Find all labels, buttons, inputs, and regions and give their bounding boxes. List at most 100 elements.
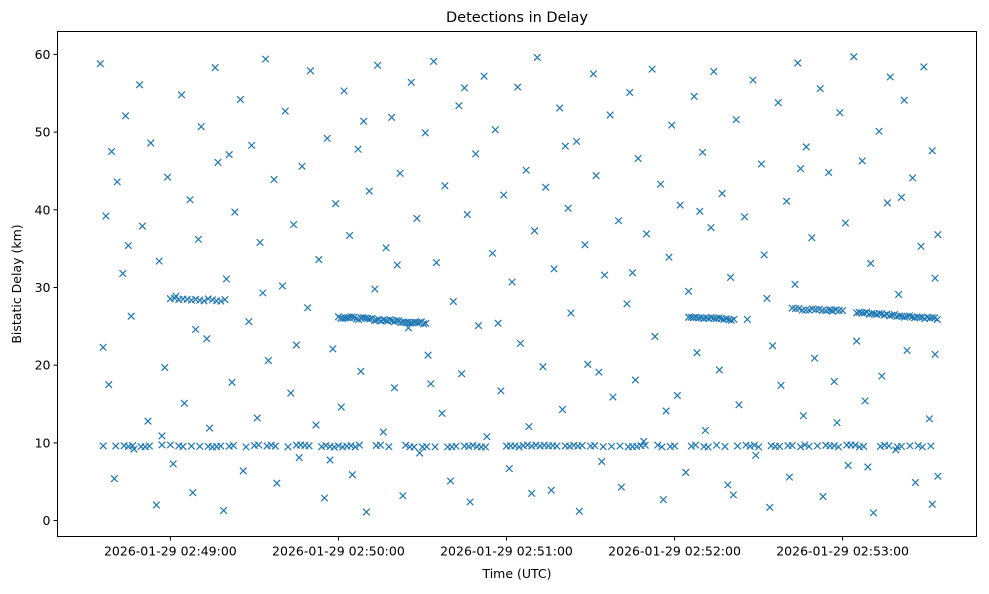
data-point [231,208,239,216]
data-point [135,80,144,89]
data-point [668,121,676,129]
track-point [415,318,423,327]
track-point [727,316,736,325]
data-point [379,428,387,436]
y-axis-label: Bistatic Delay (km) [9,224,24,343]
data-point [315,255,323,264]
data-point [928,147,936,155]
data-point [161,363,169,372]
data-point [757,160,766,168]
data-point [555,104,564,112]
data-point [626,88,634,97]
track-point [410,443,418,451]
track-point [775,442,784,451]
data-point [782,197,791,205]
data-point [449,297,458,306]
data-point [393,261,401,269]
data-point [399,491,407,500]
data-point [665,253,673,261]
data-point [864,463,872,471]
track-point [196,442,204,451]
data-point [278,282,287,290]
track-point [422,319,430,328]
track-point [217,297,225,305]
track-point [838,306,847,315]
track-point [112,442,120,450]
data-point [592,171,600,180]
data-point [656,180,665,188]
data-point [424,351,432,359]
track-point [385,443,393,451]
data-point [866,259,875,268]
data-point [494,319,502,327]
data-point [177,91,186,99]
data-point [457,370,466,378]
track-point [818,306,827,315]
data-point [194,235,203,244]
data-point [130,445,138,453]
data-point [259,289,267,297]
data-point [575,507,584,515]
data-point [508,278,516,286]
data-point [617,483,626,491]
data-point [144,417,152,425]
data-point [273,479,281,488]
track-point [452,442,460,450]
track-point [754,443,763,451]
data-point [808,234,816,242]
data-point [740,213,749,221]
data-point [219,506,228,515]
data-point [572,137,581,146]
data-point [466,498,474,506]
data-point [110,474,119,483]
data-point [799,411,808,420]
track-point [229,441,238,450]
data-point [920,63,928,71]
data-point [908,174,917,182]
data-point [247,141,256,150]
track-point [242,443,250,451]
data-point [589,70,598,78]
track-point [317,442,326,451]
data-point [463,210,472,219]
track-point [390,318,399,326]
data-point [180,399,189,407]
track-point [392,316,401,325]
track-point [422,442,431,451]
data-point [169,460,177,468]
data-point [760,251,768,259]
data-point [785,473,794,481]
track-point [386,315,394,324]
data-point [323,134,331,143]
track-point [330,443,338,451]
track-point [370,316,379,325]
track-point [401,441,410,449]
track-point [914,441,922,450]
data-point [438,409,446,418]
data-point [432,258,441,267]
data-point [303,303,312,312]
data-point [894,290,903,299]
data-point [749,76,757,84]
data-point [533,53,542,62]
track-point [355,441,364,449]
y-tick-label: 40 [35,202,51,217]
track-point [801,441,809,449]
data-point [239,467,247,475]
data-point [530,227,539,235]
track-point [641,441,649,449]
data-point [827,306,836,314]
data-point [631,376,640,384]
data-point [816,84,824,93]
data-point [766,503,774,512]
data-point [362,508,371,516]
data-point [340,87,348,95]
data-point [505,464,514,473]
data-point [606,111,614,119]
data-point [777,381,785,390]
data-point [525,422,533,431]
data-point [925,415,934,423]
data-point [483,432,491,441]
track-point [366,315,374,323]
data-point [172,292,180,300]
